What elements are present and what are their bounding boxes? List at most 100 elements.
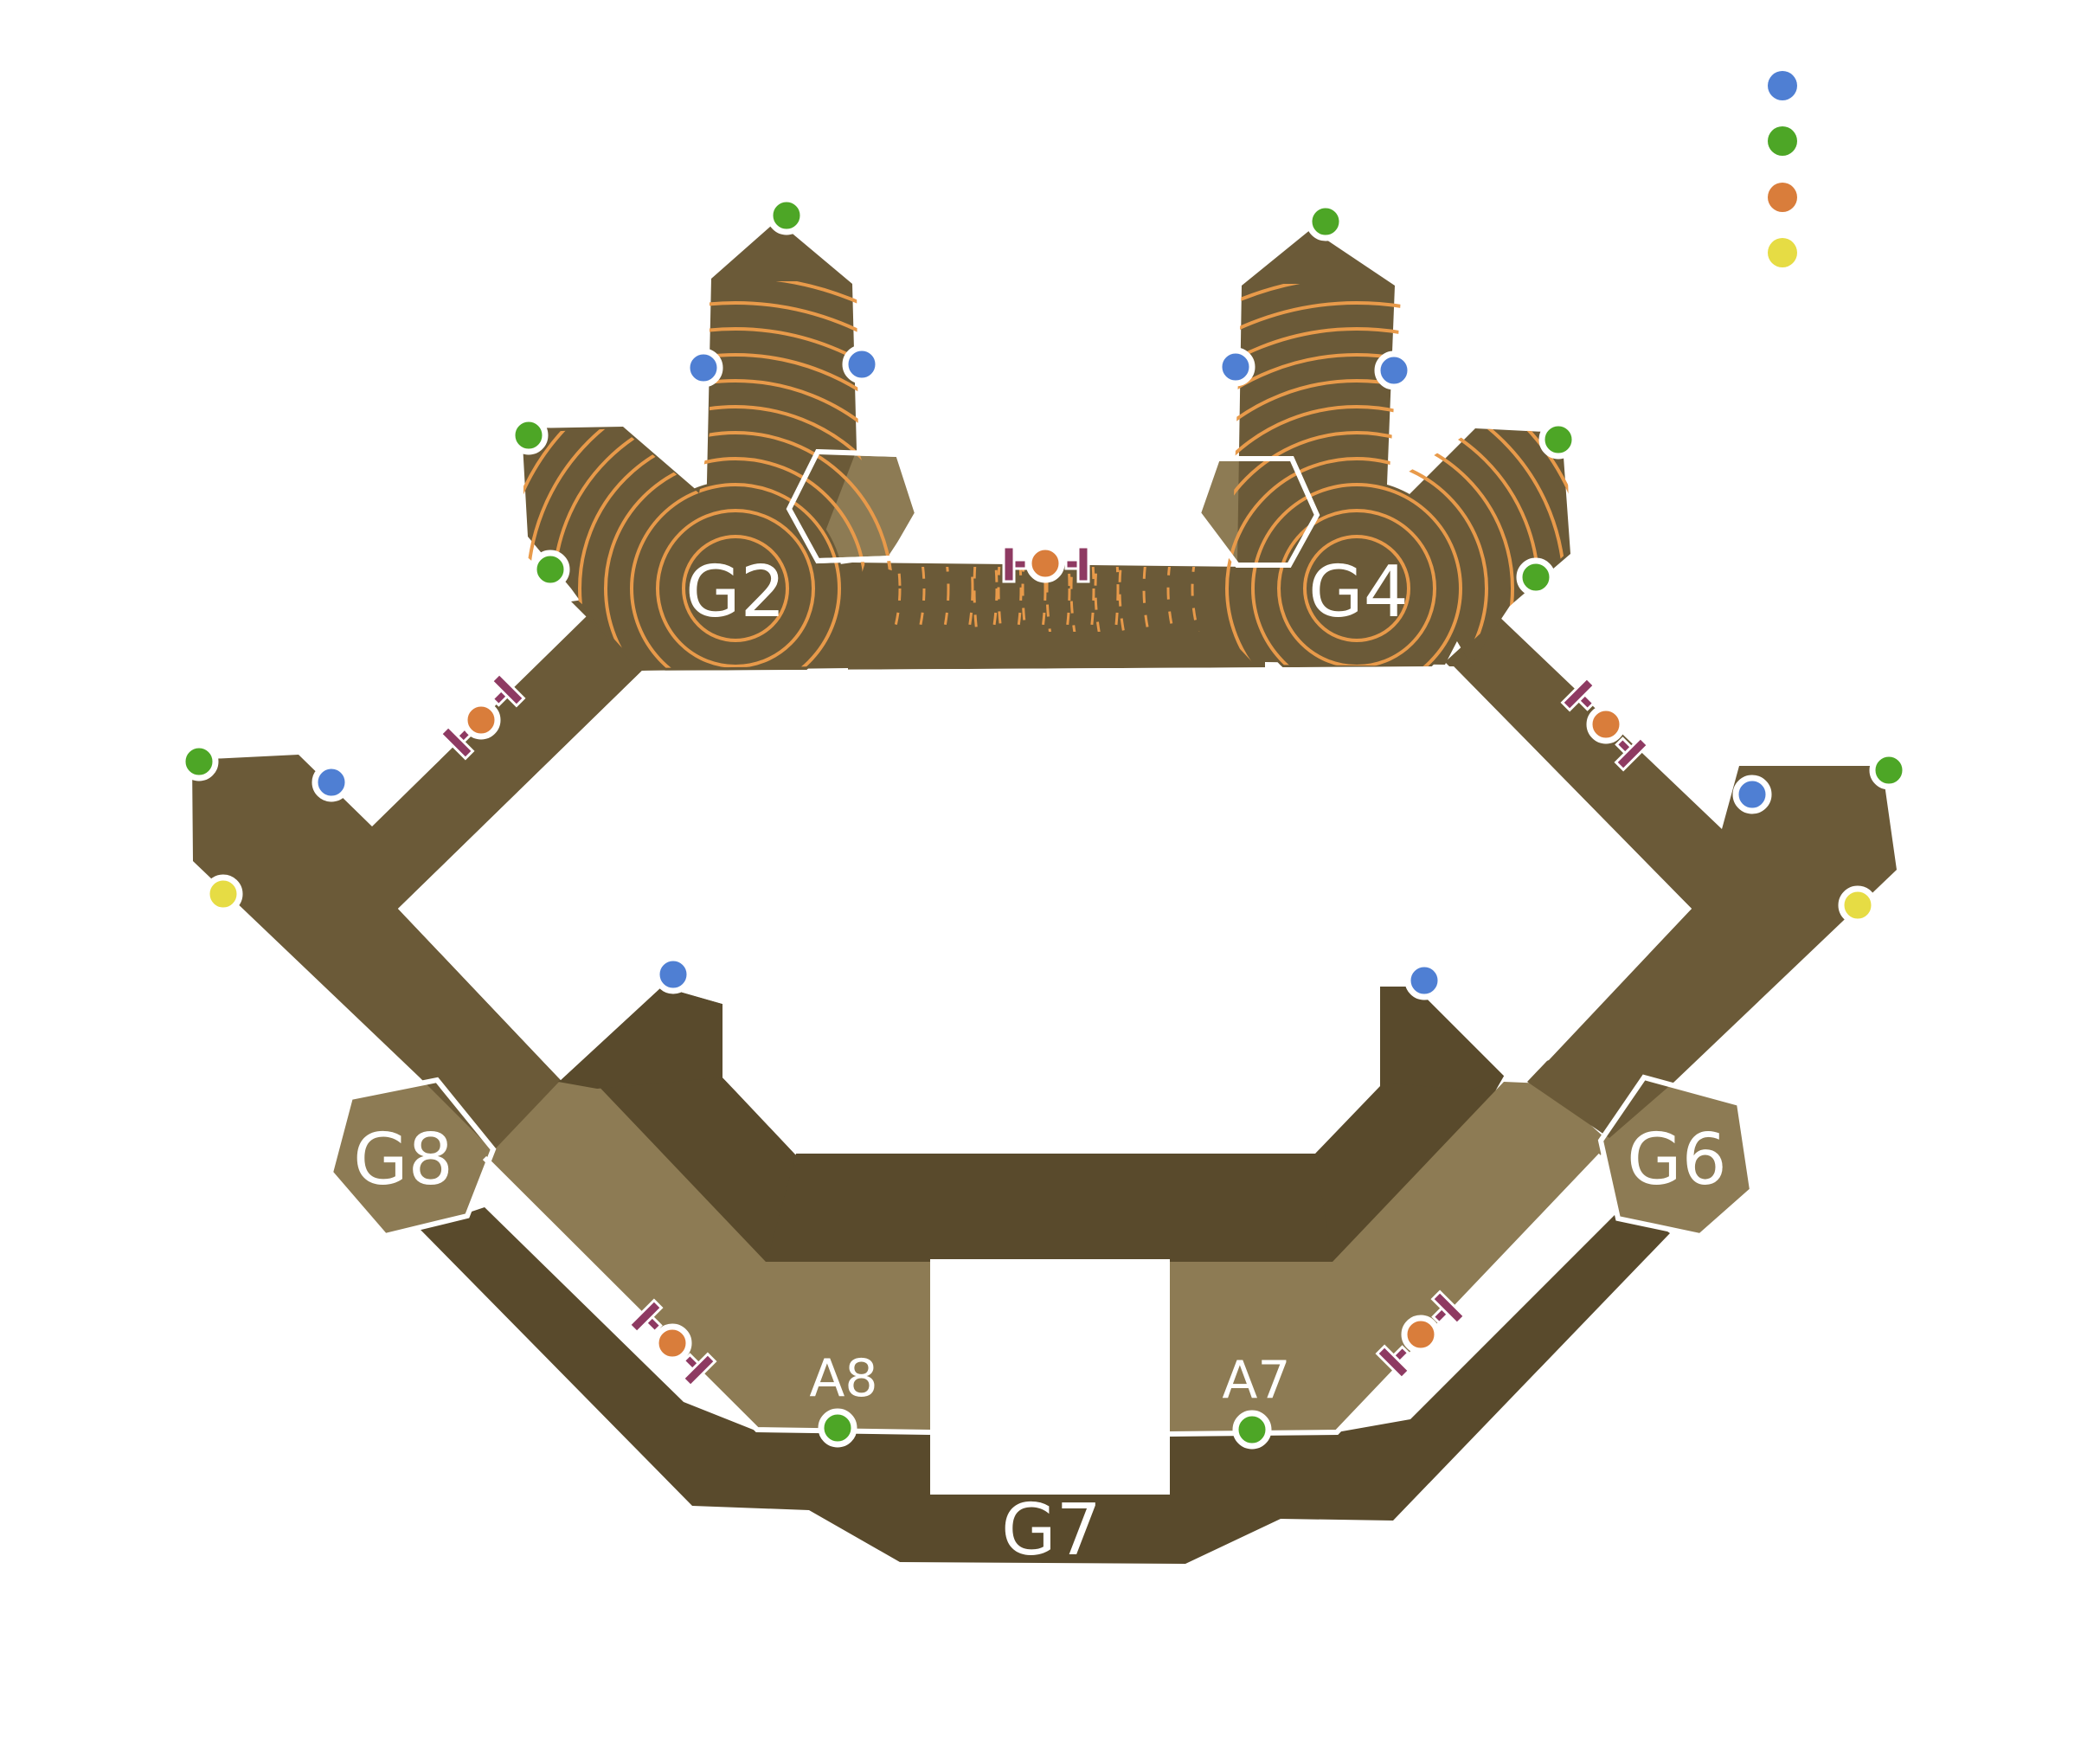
label-g4: G4 [1308, 551, 1409, 633]
ring-pattern-bridge [892, 567, 1200, 632]
ring-arc [1045, 567, 1052, 632]
spawn-marker-green [1869, 750, 1909, 790]
ramp-a7 [1170, 1082, 1605, 1434]
lower-floor-g7 [420, 1203, 1670, 1564]
spawn-marker-yellow [1838, 885, 1878, 925]
central-pit [930, 1259, 1170, 1495]
spawn-marker-blue [1404, 961, 1444, 1000]
ring-arc [523, 301, 900, 668]
legend-dot-orange [1768, 183, 1797, 212]
ring-arc [1040, 567, 1047, 632]
spawn-marker-green [818, 1408, 857, 1448]
ring-arc [1166, 567, 1175, 632]
door-icon [1064, 545, 1090, 583]
legend-dot-green [1768, 126, 1797, 156]
outline-a7-edge [1169, 1153, 1603, 1437]
label-g8: G8 [353, 1119, 453, 1201]
ring-arc [997, 567, 1003, 632]
label-a8: A8 [809, 1348, 877, 1409]
label-a7: A7 [1222, 1350, 1290, 1411]
ring-arc [1303, 535, 1410, 642]
west-lower-arm [558, 987, 722, 1089]
ring-arc [682, 535, 789, 642]
ring-arc [1021, 567, 1027, 632]
door-icon [627, 1298, 664, 1334]
platform-g6 [1601, 1077, 1752, 1236]
ring-arc [656, 509, 815, 668]
door-icon [1560, 676, 1596, 712]
ring-arc [942, 567, 950, 632]
labels: G2 G4 G8 G6 G7 A8 A7 [353, 551, 1727, 1572]
label-g2: G2 [685, 551, 786, 633]
doors [439, 545, 1650, 1388]
ring-arc [1216, 353, 1570, 666]
tower-g4-east [1384, 428, 1570, 665]
door-icon [1430, 1289, 1467, 1326]
ring-arc [917, 567, 926, 632]
spawn-marker-green [530, 550, 570, 589]
outlines [327, 448, 1756, 1437]
ring-arc [1216, 327, 1570, 666]
spawn-marker-blue [1216, 347, 1256, 387]
ring-arc [1114, 567, 1120, 632]
lower-floor-center [766, 1154, 1339, 1265]
platform-g8 [331, 1080, 493, 1236]
spawn-marker-blue [1374, 350, 1414, 390]
ring-arc [523, 327, 900, 668]
ring-arc [1216, 431, 1514, 666]
legend-dot-yellow [1768, 238, 1797, 267]
ramp-a8 [485, 1080, 930, 1432]
upper-east-wing [1445, 614, 1897, 1138]
outline-g6 [1597, 1074, 1756, 1239]
courtyard-inner-lower [398, 666, 1692, 1154]
ring-arc [967, 567, 974, 632]
spawn-marker-green [1306, 202, 1345, 241]
spawn-marker-green [1538, 420, 1578, 460]
tower-g2-north [705, 221, 857, 563]
spawn-marker-green [179, 742, 219, 781]
legend-dot-blue [1768, 71, 1797, 100]
ring-arc [1016, 567, 1023, 632]
upper-west-wing [192, 614, 642, 1151]
spawn-marker-orange [1586, 704, 1626, 744]
spawn-marker-orange [1025, 543, 1065, 583]
outline-g8 [327, 1077, 497, 1239]
ring-arc [1216, 301, 1570, 666]
outline-a8-edge [482, 1155, 931, 1435]
spawn-marker-orange [652, 1323, 692, 1363]
spawn-marker-yellow [203, 874, 243, 914]
spawn-marker-orange [461, 700, 501, 740]
ring-arc [992, 567, 999, 632]
spawn-marker-orange [1401, 1315, 1441, 1354]
ring-arc [630, 483, 841, 668]
outline-bridge-edge [817, 556, 892, 563]
spawn-marker-blue [1732, 775, 1772, 814]
ring-arc [523, 353, 900, 668]
spawn-marker-blue [653, 955, 693, 994]
spawn-marker-blue [311, 762, 351, 802]
spawn-marker-green [1516, 557, 1556, 597]
ring-arc [1251, 483, 1462, 666]
ring-arc [1191, 567, 1200, 632]
markers [179, 71, 1909, 1450]
ring-arc [1069, 567, 1076, 632]
spawn-marker-green [509, 415, 549, 455]
ring-arc [1225, 457, 1488, 666]
ring-arc [892, 567, 902, 632]
ramps [331, 454, 1752, 1434]
door-icon [490, 672, 526, 708]
spawn-marker-green [767, 196, 806, 235]
ring-arc [1277, 509, 1436, 666]
ring-arc [1089, 567, 1095, 632]
door-icon [1375, 1344, 1411, 1380]
door-icon [681, 1352, 717, 1388]
spawn-marker-blue [842, 344, 882, 384]
ring-arc [1065, 567, 1071, 632]
spawn-marker-green [1232, 1410, 1272, 1450]
spawn-marker-blue [684, 348, 723, 388]
label-g6: G6 [1627, 1119, 1727, 1201]
label-g7: G7 [1001, 1489, 1101, 1572]
door-icon [1614, 736, 1650, 772]
east-lower-arm [1376, 987, 1506, 1090]
